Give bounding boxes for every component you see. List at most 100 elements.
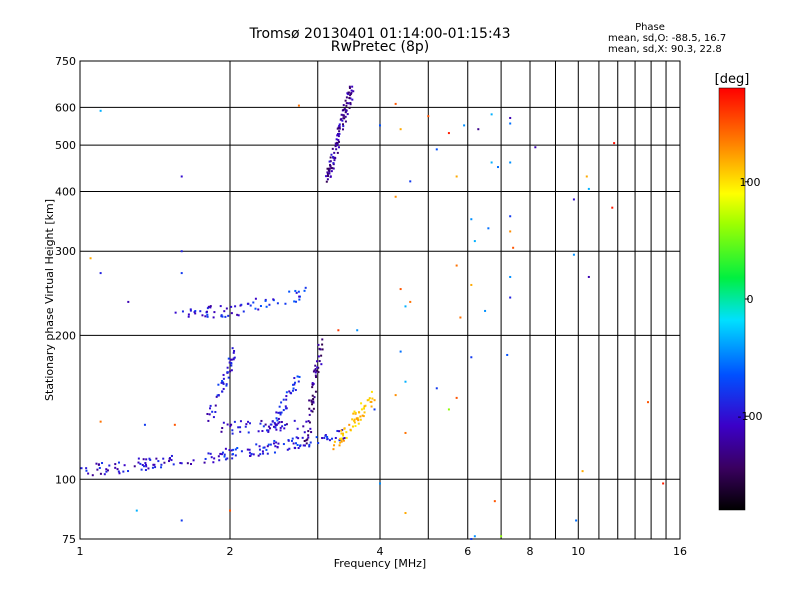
data-point xyxy=(470,538,473,540)
data-point xyxy=(333,151,336,154)
data-point xyxy=(303,431,306,434)
data-point xyxy=(245,423,248,426)
data-point xyxy=(217,455,220,458)
colorbar-tick-label: 100 xyxy=(740,176,761,189)
data-point xyxy=(490,161,493,164)
data-point xyxy=(506,353,509,356)
data-point xyxy=(142,458,145,461)
data-point xyxy=(209,305,212,308)
data-point xyxy=(318,360,321,363)
data-point xyxy=(242,310,245,313)
data-point xyxy=(509,275,512,278)
data-point xyxy=(229,361,232,364)
data-point xyxy=(180,250,183,253)
phase-box-title: Phase xyxy=(635,22,665,33)
data-point xyxy=(135,509,138,512)
data-point xyxy=(282,409,285,412)
data-point xyxy=(509,122,512,125)
data-point xyxy=(275,428,278,431)
y-tick-label: 600 xyxy=(55,101,76,114)
data-point xyxy=(266,429,269,432)
data-point xyxy=(345,96,348,99)
data-point xyxy=(611,206,614,209)
data-point xyxy=(394,195,397,198)
data-point xyxy=(206,315,209,318)
data-point xyxy=(248,422,251,425)
data-point xyxy=(337,133,340,136)
data-point xyxy=(343,108,346,111)
data-point xyxy=(330,170,333,173)
data-point xyxy=(275,423,278,426)
data-point xyxy=(348,106,351,109)
data-point xyxy=(148,457,151,460)
data-point xyxy=(231,347,234,350)
data-point xyxy=(127,300,130,303)
data-point xyxy=(293,377,296,380)
data-point xyxy=(249,454,252,457)
y-tick-label: 750 xyxy=(55,55,76,68)
data-point xyxy=(279,426,282,429)
data-point xyxy=(337,126,340,129)
data-point xyxy=(249,304,252,307)
data-point xyxy=(399,350,402,353)
data-point xyxy=(282,443,285,446)
data-point xyxy=(345,102,348,105)
data-point xyxy=(435,148,438,151)
data-point xyxy=(339,437,342,440)
data-point xyxy=(362,415,365,418)
data-point xyxy=(326,174,329,177)
data-point xyxy=(303,439,306,442)
data-point xyxy=(349,94,352,97)
data-point xyxy=(308,413,311,416)
data-point xyxy=(230,423,233,426)
data-point xyxy=(105,470,108,473)
data-point xyxy=(280,411,283,414)
data-point xyxy=(293,383,296,386)
data-point xyxy=(224,447,227,450)
data-point xyxy=(346,113,349,116)
data-point xyxy=(314,368,317,371)
data-point xyxy=(310,409,313,412)
data-point xyxy=(332,163,335,166)
data-point xyxy=(174,311,177,314)
data-point xyxy=(348,86,351,89)
data-point xyxy=(473,535,476,538)
data-point xyxy=(269,427,272,430)
data-point xyxy=(354,425,357,428)
data-point xyxy=(349,101,352,104)
data-point xyxy=(493,500,496,503)
data-point xyxy=(252,301,255,304)
data-point xyxy=(261,429,264,432)
x-tick-label: 16 xyxy=(673,545,687,558)
data-point xyxy=(336,134,339,137)
data-point xyxy=(404,512,407,515)
data-point xyxy=(270,423,273,426)
data-point xyxy=(313,369,316,372)
data-point xyxy=(319,348,322,351)
data-point xyxy=(149,458,152,461)
data-point xyxy=(326,171,329,174)
data-point xyxy=(230,449,233,452)
data-point xyxy=(257,430,260,433)
data-point xyxy=(342,108,345,111)
y-tick-label: 75 xyxy=(62,533,76,546)
data-point xyxy=(254,307,257,310)
data-point xyxy=(162,457,165,460)
data-point xyxy=(231,432,234,435)
data-point xyxy=(226,366,229,369)
data-point xyxy=(209,452,212,455)
data-point xyxy=(308,443,311,446)
data-point xyxy=(221,427,224,430)
data-point xyxy=(227,357,230,360)
data-point xyxy=(354,411,357,414)
data-point xyxy=(484,309,487,312)
data-point xyxy=(189,308,192,311)
data-point xyxy=(261,450,264,453)
data-point xyxy=(266,445,269,448)
data-point xyxy=(187,315,190,318)
data-point xyxy=(225,383,228,386)
data-point xyxy=(206,310,209,313)
data-point xyxy=(230,312,233,315)
data-point xyxy=(275,417,278,420)
data-point xyxy=(233,350,236,353)
